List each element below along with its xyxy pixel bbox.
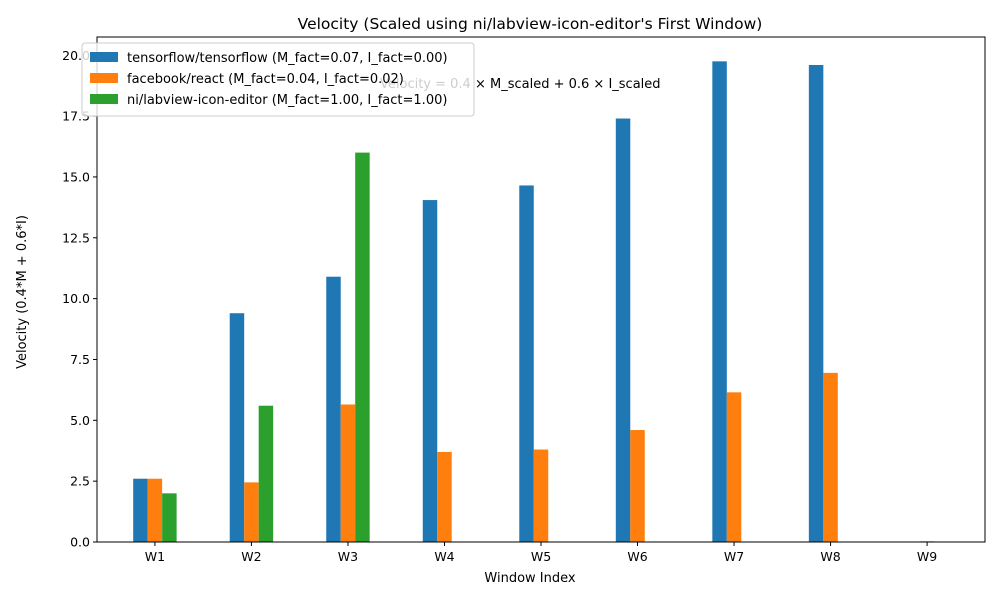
bar-w7-series-2 xyxy=(726,392,742,542)
bar-w7-series-1 xyxy=(712,61,727,543)
legend-label-series-1: tensorflow/tensorflow (M_fact=0.07, I_fa… xyxy=(127,51,448,66)
x-tick-label-w3: W3 xyxy=(338,549,358,564)
x-tick-label-w8: W8 xyxy=(820,549,840,564)
bar-w6-series-1 xyxy=(615,118,631,542)
y-tick-label: 7.5 xyxy=(70,352,90,367)
x-tick-label-w1: W1 xyxy=(145,549,165,564)
y-tick-label: 10.0 xyxy=(62,291,90,306)
legend-swatch-series-2 xyxy=(90,73,118,83)
x-tick-label-w9: W9 xyxy=(917,549,937,564)
bar-w5-series-2 xyxy=(533,449,549,542)
legend-label-series-3: ni/labview-icon-editor (M_fact=1.00, I_f… xyxy=(127,93,447,108)
axes-layer: 0.02.55.07.510.012.515.017.520.0W1 W2 W3 W4… xyxy=(62,36,986,564)
bar-w3-series-2 xyxy=(340,404,356,542)
x-tick-label-w6: W6 xyxy=(627,549,647,564)
bar-w2-series-1 xyxy=(229,313,245,542)
x-tick-label-w5: W5 xyxy=(531,549,551,564)
x-tick-label-w7: W7 xyxy=(724,549,744,564)
legend-box xyxy=(81,42,475,117)
bar-w4-series-1 xyxy=(422,200,438,542)
y-tick-label: 2.5 xyxy=(70,474,90,489)
x-axis-title: Window Index xyxy=(484,571,575,586)
y-tick-label: 15.0 xyxy=(62,169,90,184)
legend-swatch-series-3 xyxy=(90,94,118,104)
y-tick-label: 0.0 xyxy=(70,535,90,550)
bar-w1-series-3 xyxy=(162,493,177,542)
bar-w3-series-3 xyxy=(355,152,370,542)
bar-w5-series-1 xyxy=(519,185,534,542)
legend-swatch-series-1 xyxy=(90,52,118,62)
x-tick-label-w2: W2 xyxy=(241,549,261,564)
bar-w8-series-1 xyxy=(808,64,824,543)
y-tick-label: 5.0 xyxy=(70,413,90,428)
bar-w1-series-2 xyxy=(147,478,163,542)
legend: tensorflow/tensorflow (M_fact=0.07, I_fa… xyxy=(81,42,475,117)
bars-layer xyxy=(133,61,935,543)
bar-w1-series-1 xyxy=(133,478,148,542)
bar-w2-series-3 xyxy=(258,405,274,542)
bar-w3-series-1 xyxy=(326,276,341,542)
y-axis-title: Velocity (0.4*M + 0.6*I) xyxy=(15,215,30,369)
chart-title: Velocity (Scaled using ni/labview-icon-e… xyxy=(298,15,763,33)
bar-w4-series-2 xyxy=(437,451,452,542)
bar-w8-series-2 xyxy=(823,372,838,542)
bar-w2-series-2 xyxy=(244,482,259,542)
y-tick-label: 12.5 xyxy=(62,230,90,245)
x-tick-label-w4: W4 xyxy=(434,549,454,564)
legend-label-series-2: facebook/react (M_fact=0.04, I_fact=0.02… xyxy=(127,72,404,87)
bar-w6-series-2 xyxy=(630,430,645,542)
